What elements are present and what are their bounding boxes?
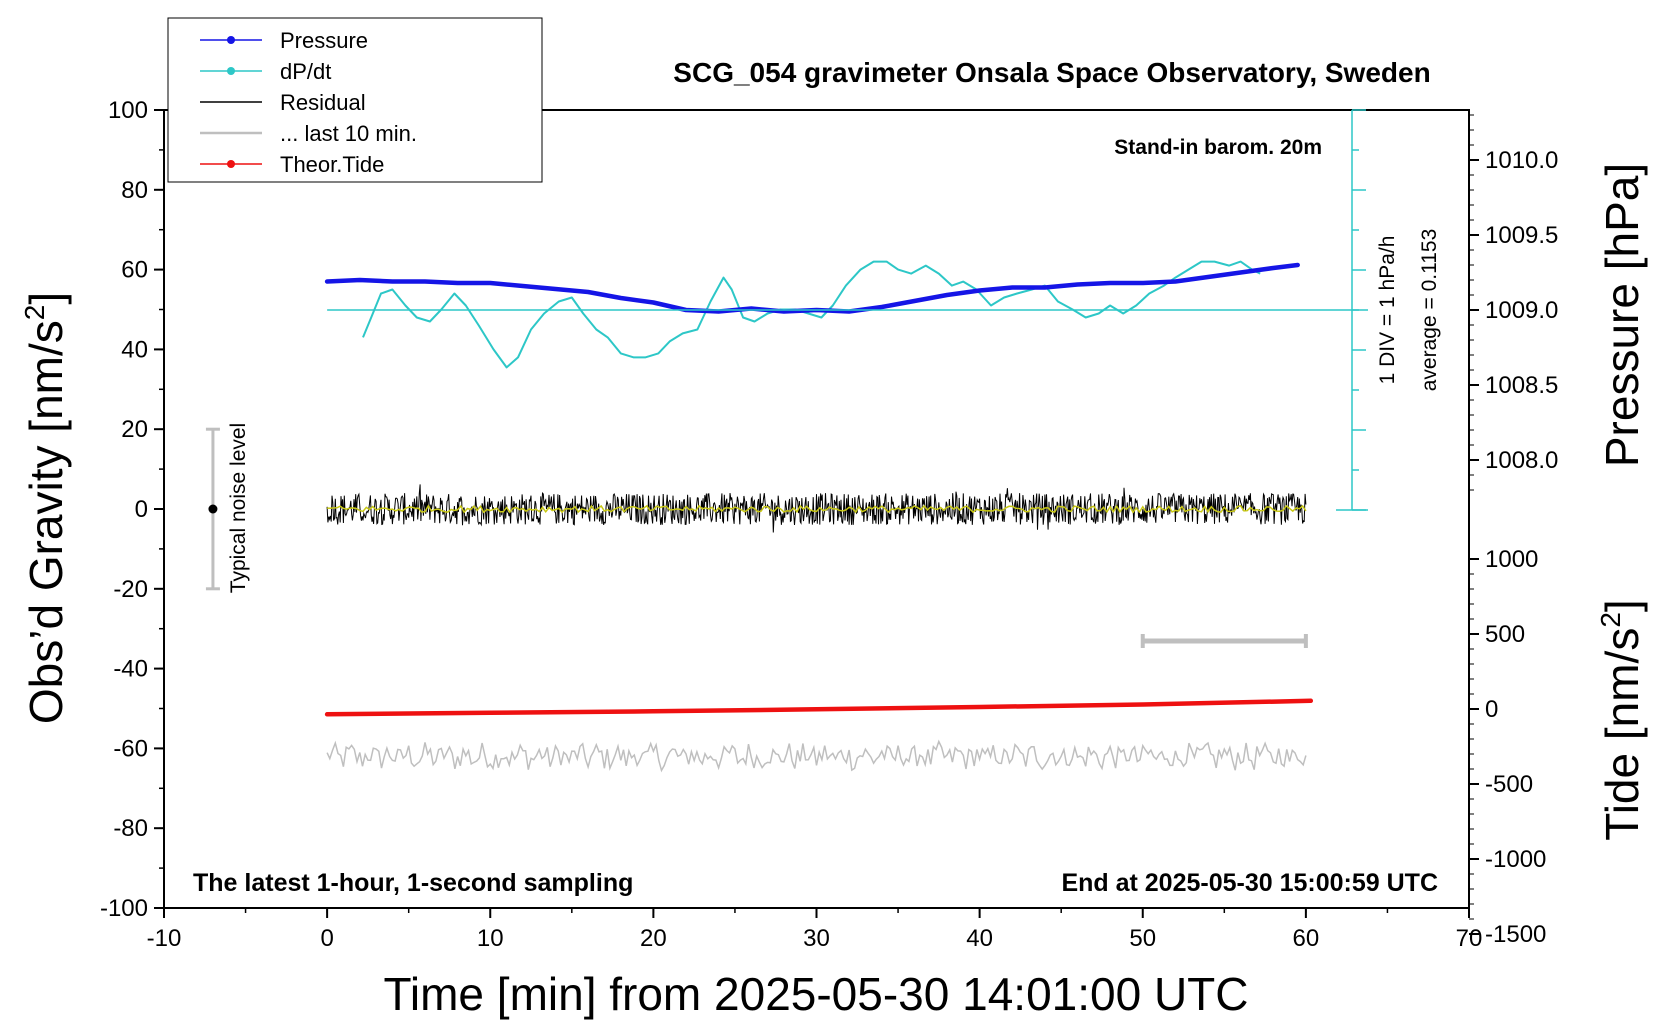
y-tick-label: -100 <box>100 895 148 922</box>
series-pressure <box>324 262 1300 314</box>
axes-layer: -10 0 10 20 30 40 50 60 70-100-80-60-40-20020406… <box>100 97 1558 952</box>
legend-label: Residual <box>280 90 366 115</box>
series-residual-smoothed <box>327 504 1307 514</box>
tide-axis-title: Tide [nm/s2] <box>1595 599 1648 840</box>
x-tick-label: 70 <box>1456 925 1483 952</box>
series-theor-tide <box>324 698 1314 717</box>
y-tick-label: -20 <box>113 576 148 603</box>
tide-axis-title-main: Tide [nm/s <box>1596 628 1648 841</box>
legend-label: Theor.Tide <box>280 152 384 177</box>
x-tick-label: 0 <box>320 925 333 952</box>
y-axis-title-sup: 2 <box>19 305 50 321</box>
y-tick-label: 80 <box>121 177 148 204</box>
y-tick-label: 20 <box>121 416 148 443</box>
tide-tick-label: 0 <box>1485 696 1498 723</box>
pressure-tick-label: 1009.5 <box>1485 222 1558 249</box>
y-tick-label: -60 <box>113 735 148 762</box>
tide-tick-label: 500 <box>1485 621 1525 648</box>
x-tick-label: -10 <box>147 925 182 952</box>
barometer-note: Stand-in barom. 20m <box>1114 136 1322 159</box>
noise-label: Typical noise level <box>227 423 250 593</box>
legend-marker <box>227 36 235 44</box>
series-last-10-min <box>326 739 1307 773</box>
tide-tick-label: -500 <box>1485 771 1533 798</box>
div-label: 1 DIV = 1 hPa/h <box>1376 236 1399 385</box>
y-axis-title-main: Obs’d Gravity [nm/s <box>20 320 72 724</box>
average-label: average = 0.1153 <box>1418 229 1441 392</box>
x-tick-label: 60 <box>1293 925 1320 952</box>
series-dpdt <box>362 260 1261 369</box>
series-layer <box>324 260 1314 773</box>
y-axis-title: Obs’d Gravity [nm/s2] <box>19 292 72 724</box>
legend-marker <box>227 67 235 75</box>
legend-box <box>167 17 543 183</box>
tide-tick-label: -1000 <box>1485 846 1546 873</box>
tide-axis-title-end: ] <box>1596 599 1648 612</box>
legend-label: ... last 10 min. <box>280 121 417 146</box>
x-tick-label: 50 <box>1129 925 1156 952</box>
pressure-tick-label: 1010.0 <box>1485 147 1558 174</box>
y-tick-label: -80 <box>113 815 148 842</box>
tide-axis-title-sup: 2 <box>1595 612 1626 628</box>
pressure-tick-label: 1008.0 <box>1485 447 1558 474</box>
noise-bar-center-dot <box>208 504 218 514</box>
tide-tick-label: -1500 <box>1485 921 1546 948</box>
x-tick-label: 10 <box>477 925 504 952</box>
x-tick-label: 40 <box>966 925 993 952</box>
series-residual <box>326 484 1307 533</box>
bottom-right-note: End at 2025-05-30 15:00:59 UTC <box>1061 869 1438 897</box>
y-tick-label: 0 <box>135 496 148 523</box>
y-tick-label: 40 <box>121 336 148 363</box>
pressure-tick-label: 1008.5 <box>1485 372 1558 399</box>
annotation-layer <box>205 109 1368 648</box>
y-tick-label: 100 <box>108 97 148 124</box>
chart-title: SCG_054 gravimeter Onsala Space Observat… <box>673 57 1430 88</box>
legend-marker <box>227 160 235 168</box>
pressure-tick-label: 1009.0 <box>1485 297 1558 324</box>
legend-entries: Pressure dP/dt Residual ... last 10 min. The… <box>200 28 417 177</box>
x-tick-label: 30 <box>803 925 830 952</box>
legend-label: Pressure <box>280 28 368 53</box>
y-tick-label: -40 <box>113 656 148 683</box>
x-axis-title: Time [min] from 2025-05-30 14:01:00 UTC <box>384 968 1249 1020</box>
legend: Pressure dP/dt Residual ... last 10 min. The… <box>167 17 543 183</box>
y-tick-label: 60 <box>121 257 148 284</box>
pressure-axis-title: Pressure [hPa] <box>1596 163 1648 467</box>
x-tick-label: 20 <box>640 925 667 952</box>
bottom-left-note: The latest 1-hour, 1-second sampling <box>193 869 633 897</box>
legend-label: dP/dt <box>280 59 331 84</box>
y-axis-title-end: ] <box>20 292 72 305</box>
tide-tick-label: 1000 <box>1485 546 1538 573</box>
